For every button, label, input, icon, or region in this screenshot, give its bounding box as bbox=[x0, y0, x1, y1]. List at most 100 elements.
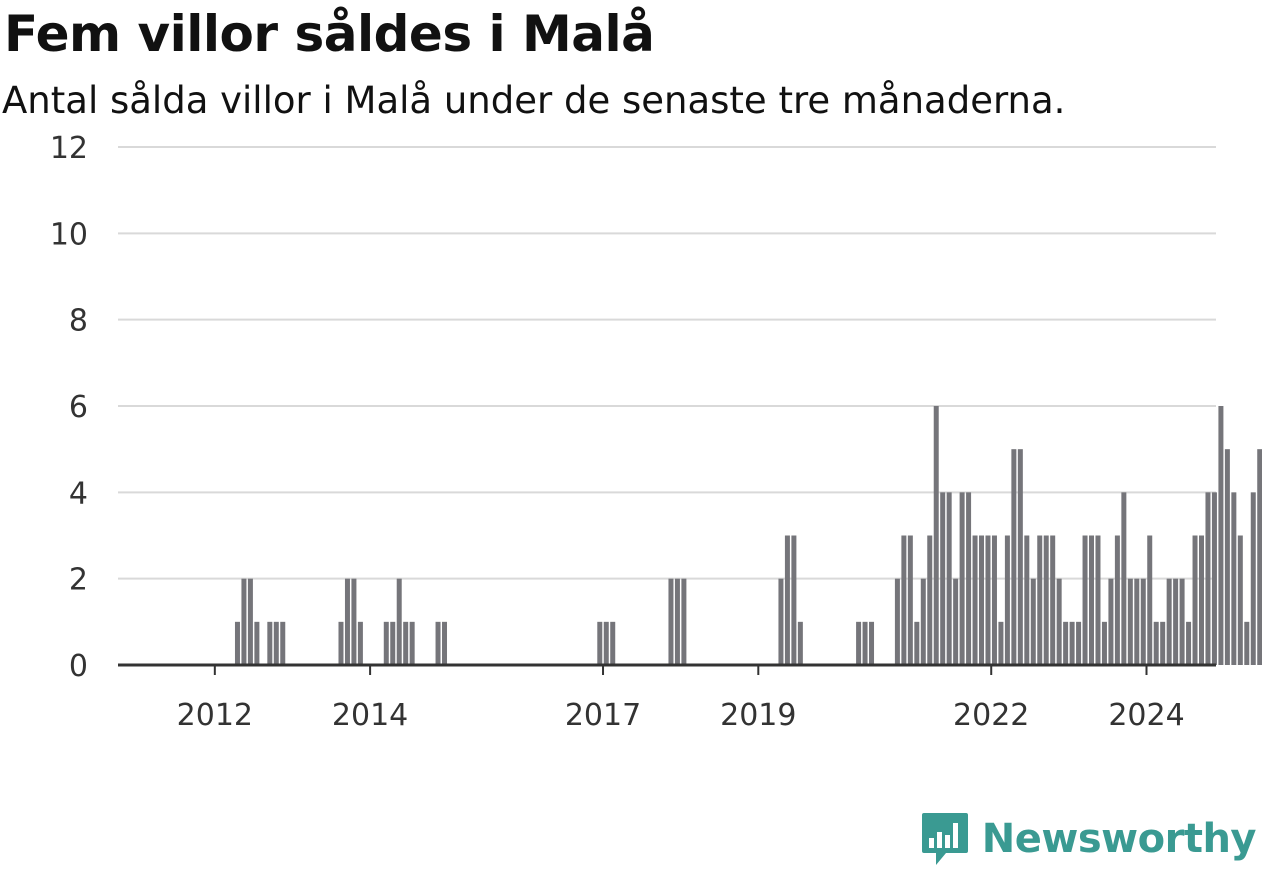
bar bbox=[396, 578, 402, 665]
bar bbox=[1199, 535, 1204, 665]
bar bbox=[597, 621, 603, 665]
y-tick-label: 8 bbox=[69, 304, 88, 339]
bar bbox=[1224, 449, 1230, 665]
bars bbox=[234, 406, 1262, 665]
bar bbox=[1114, 535, 1120, 665]
y-tick-label: 6 bbox=[69, 390, 88, 425]
bar bbox=[668, 578, 674, 665]
y-tick-label: 10 bbox=[50, 217, 88, 252]
bar bbox=[927, 535, 933, 665]
bar bbox=[1134, 578, 1140, 665]
chart-speech-bubble-icon bbox=[921, 813, 968, 865]
bar bbox=[1030, 578, 1036, 665]
bar bbox=[280, 621, 286, 665]
bar bbox=[357, 621, 363, 665]
bar bbox=[1127, 578, 1133, 665]
x-tick-label: 2024 bbox=[1108, 698, 1184, 733]
y-tick-label: 12 bbox=[50, 131, 88, 166]
bar bbox=[1186, 621, 1192, 665]
bar bbox=[946, 492, 952, 665]
bar bbox=[1218, 406, 1224, 665]
bar bbox=[409, 621, 415, 665]
axes: 0246810125201220142017201920222024 bbox=[50, 131, 1216, 733]
bar bbox=[1063, 621, 1069, 665]
chart-subtitle: Antal sålda villor i Malå under de senas… bbox=[2, 79, 1066, 122]
bar bbox=[1108, 578, 1114, 665]
bar bbox=[797, 621, 803, 665]
brand-name: Newsworthy bbox=[981, 816, 1257, 862]
bar bbox=[1024, 535, 1030, 665]
bar bbox=[856, 621, 862, 665]
bar bbox=[1037, 535, 1043, 665]
bar bbox=[966, 492, 972, 665]
bar bbox=[1257, 449, 1262, 665]
bar bbox=[403, 621, 409, 665]
x-tick-label: 2022 bbox=[953, 698, 1029, 733]
x-tick-label: 2012 bbox=[177, 698, 253, 733]
bar bbox=[435, 621, 441, 665]
bar bbox=[1011, 449, 1017, 665]
bar bbox=[267, 621, 273, 665]
bar bbox=[234, 621, 240, 665]
y-tick-label: 4 bbox=[69, 476, 88, 511]
bar bbox=[674, 578, 680, 665]
bar bbox=[791, 535, 797, 665]
bar bbox=[1095, 535, 1101, 665]
bar bbox=[959, 492, 965, 665]
bar bbox=[1004, 535, 1010, 665]
bar bbox=[1205, 492, 1211, 665]
bar bbox=[1244, 621, 1250, 665]
bar bbox=[247, 578, 253, 665]
bar bbox=[985, 535, 991, 665]
bar bbox=[390, 621, 396, 665]
x-tick-label: 2014 bbox=[332, 698, 408, 733]
bar bbox=[1076, 621, 1082, 665]
bar bbox=[1166, 578, 1172, 665]
bar bbox=[1082, 535, 1088, 665]
bar bbox=[1050, 535, 1056, 665]
bar bbox=[907, 535, 913, 665]
bar bbox=[1069, 621, 1075, 665]
chart-title: Fem villor såldes i Malå bbox=[4, 5, 655, 63]
x-tick-label: 2017 bbox=[565, 698, 641, 733]
bar bbox=[338, 621, 344, 665]
bar bbox=[914, 621, 920, 665]
bar bbox=[979, 535, 985, 665]
bar bbox=[1056, 578, 1062, 665]
bar bbox=[1250, 492, 1256, 665]
bar bbox=[933, 406, 939, 665]
bar bbox=[610, 621, 616, 665]
bar bbox=[1192, 535, 1198, 665]
bar bbox=[998, 621, 1004, 665]
bar bbox=[442, 621, 448, 665]
y-tick-label: 2 bbox=[69, 563, 88, 598]
bar bbox=[383, 621, 389, 665]
bar bbox=[1147, 535, 1153, 665]
bar bbox=[273, 621, 279, 665]
bar bbox=[1121, 492, 1127, 665]
x-tick-label: 2019 bbox=[720, 698, 796, 733]
bar bbox=[894, 578, 900, 665]
bar-chart: 0246810125201220142017201920222024 bbox=[50, 131, 1262, 733]
bar bbox=[1237, 535, 1243, 665]
bar bbox=[1089, 535, 1095, 665]
bar bbox=[1179, 578, 1185, 665]
bar bbox=[681, 578, 687, 665]
bar bbox=[972, 535, 978, 665]
bar bbox=[862, 621, 868, 665]
bar bbox=[1043, 535, 1049, 665]
bar bbox=[351, 578, 357, 665]
bar bbox=[1173, 578, 1179, 665]
bar bbox=[1153, 621, 1159, 665]
bar bbox=[1231, 492, 1237, 665]
bar bbox=[1211, 492, 1217, 665]
bar bbox=[254, 621, 260, 665]
bar bbox=[784, 535, 790, 665]
bar bbox=[1140, 578, 1146, 665]
newsworthy-logo: Newsworthy bbox=[920, 811, 1257, 867]
bar bbox=[991, 535, 997, 665]
bar bbox=[1017, 449, 1023, 665]
bar bbox=[869, 621, 875, 665]
bar bbox=[1160, 621, 1166, 665]
bar bbox=[344, 578, 350, 665]
